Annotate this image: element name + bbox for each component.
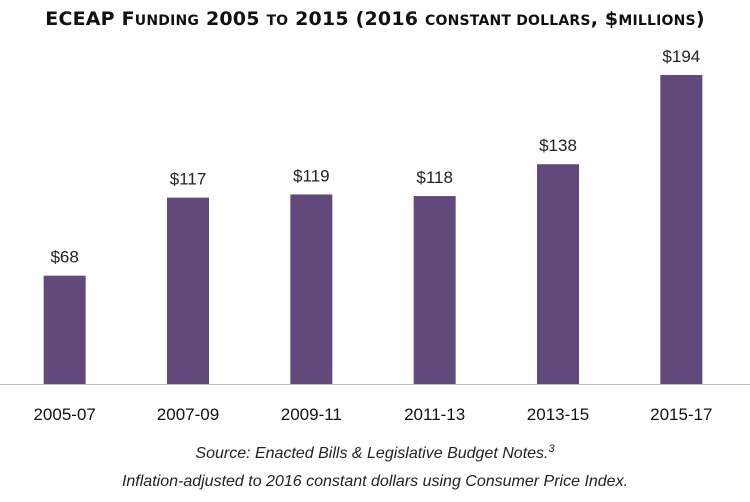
data-label-2011-13: $118 — [416, 168, 453, 187]
data-label-2009-11: $119 — [293, 166, 330, 185]
x-tick-label-2009-11: 2009-11 — [281, 405, 342, 424]
bar-2011-13 — [413, 196, 456, 384]
footnote-marker: 3 — [548, 443, 555, 455]
data-label-2013-15: $138 — [539, 136, 577, 155]
inflation-note: Inflation-adjusted to 2016 constant doll… — [121, 473, 629, 490]
bar-2015-17 — [660, 75, 703, 384]
chart-title: ECEAP FUNDING 2005 TO 2015 (2016 CONSTAN… — [0, 8, 750, 30]
source-text: Source: Enacted Bills & Legislative Budg… — [195, 445, 549, 462]
bar-2009-11 — [290, 194, 333, 384]
x-tick-label-2011-13: 2011-13 — [404, 405, 465, 424]
x-tick-label-2015-17: 2015-17 — [650, 405, 712, 424]
data-label-2007-09: $117 — [170, 170, 207, 189]
source-note: Source: Enacted Bills & Legislative Budg… — [0, 443, 750, 463]
title-text: ECEAP FUNDING 2005 TO 2015 (2016 CONSTAN… — [45, 8, 705, 30]
bar-2007-09 — [167, 197, 209, 384]
bar-2005-07 — [43, 275, 86, 384]
x-tick-label-2007-09: 2007-09 — [157, 405, 219, 424]
x-tick-label-2005-07: 2005-07 — [33, 405, 95, 424]
x-tick-label-2013-15: 2013-15 — [527, 405, 589, 424]
data-label-2015-17: $194 — [662, 47, 700, 66]
data-label-2005-07: $68 — [50, 248, 78, 267]
bar-2013-15 — [537, 164, 579, 384]
